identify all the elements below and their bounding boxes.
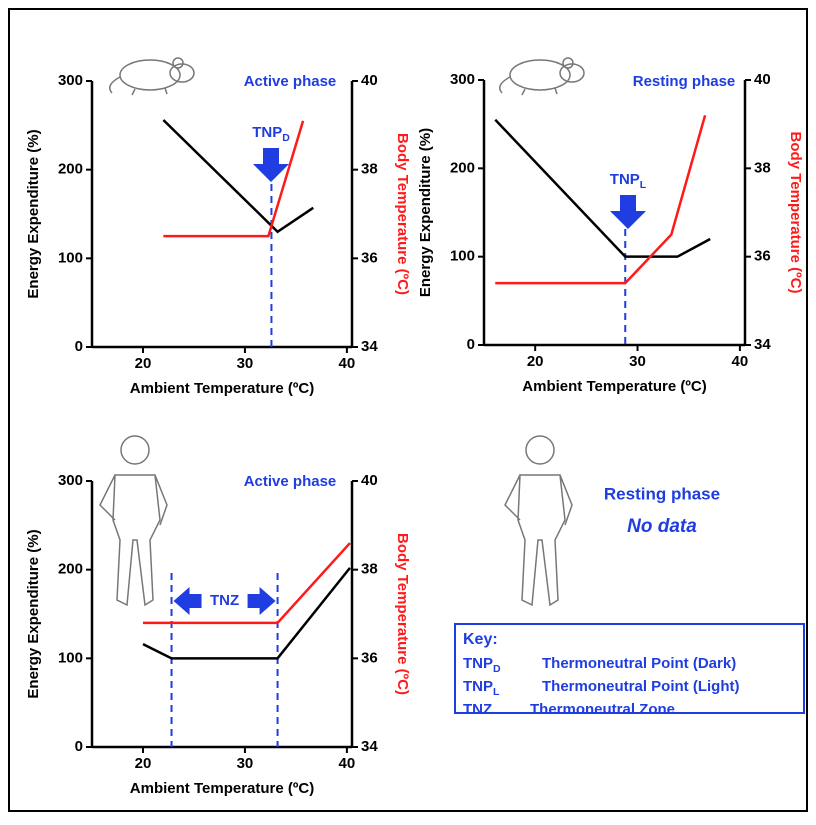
- label-main: TNP: [463, 678, 493, 695]
- y-tick-label: 100: [450, 248, 475, 265]
- y-axis-label: Energy Expenditure (%): [25, 129, 42, 298]
- y2-tick-label: 38: [754, 159, 771, 176]
- y-tick-label: 300: [58, 72, 83, 89]
- y-tick-label: 300: [58, 472, 83, 489]
- x-tick-label: 40: [339, 755, 356, 772]
- y2-tick-label: 40: [754, 71, 771, 88]
- x-tick-label: 30: [237, 755, 254, 772]
- x-axis-label: Ambient Temperature (ºC): [130, 380, 314, 397]
- key-text: Thermoneutral Point (Light): [542, 678, 739, 695]
- y2-tick-label: 34: [754, 336, 771, 353]
- x-tick-label: 20: [135, 355, 152, 372]
- mouse-illustration: [499, 57, 585, 96]
- key-text: Thermoneutral Point (Dark): [542, 655, 736, 672]
- y2-tick-label: 38: [361, 561, 378, 578]
- annotation: TNZ: [210, 592, 239, 609]
- annotation: TNPL: [610, 171, 647, 191]
- body-temperature-line: [495, 114, 707, 285]
- y-tick-label: 0: [75, 338, 83, 355]
- y-tick-label: 200: [58, 561, 83, 578]
- human-illustration: [504, 435, 573, 607]
- x-tick-label: 30: [237, 355, 254, 372]
- frame: [8, 8, 808, 812]
- y2-tick-label: 36: [754, 248, 771, 265]
- y2-axis-label: Body Temperature (ºC): [394, 133, 411, 295]
- energy-line: [162, 119, 314, 234]
- arrow: [610, 195, 646, 229]
- y2-axis-label: Body Temperature (ºC): [394, 533, 411, 695]
- key-abbr: TNPL: [463, 678, 500, 698]
- key-abbr: TNZ: [463, 701, 492, 718]
- phase-label: Active phase: [244, 473, 337, 490]
- phase-label: Active phase: [244, 73, 337, 90]
- label-main: TNP: [610, 171, 640, 188]
- label-subscript: L: [493, 686, 500, 698]
- y2-tick-label: 40: [361, 72, 378, 89]
- energy-line: [142, 567, 351, 660]
- human-illustration: [99, 435, 168, 607]
- y-tick-label: 0: [75, 738, 83, 755]
- annotation: TNPD: [252, 124, 290, 144]
- y-axis-label: Energy Expenditure (%): [25, 529, 42, 698]
- key-title: Key:: [463, 631, 498, 648]
- x-axis-label: Ambient Temperature (ºC): [130, 780, 314, 797]
- y-tick-label: 200: [450, 159, 475, 176]
- y2-tick-label: 36: [361, 249, 378, 266]
- mouse-illustration: [109, 57, 195, 96]
- arrow: [173, 587, 202, 615]
- arrow: [247, 587, 276, 615]
- y2-tick-label: 40: [361, 472, 378, 489]
- key-text: Thermoneutral Zone: [530, 701, 675, 718]
- y-tick-label: 0: [467, 336, 475, 353]
- body-temperature-line: [163, 120, 305, 238]
- y2-tick-label: 34: [361, 338, 378, 355]
- x-tick-label: 40: [339, 355, 356, 372]
- body-temperature-line: [142, 542, 351, 625]
- y-axis-label: Energy Expenditure (%): [417, 128, 434, 297]
- label-subscript: D: [493, 663, 501, 675]
- y2-tick-label: 38: [361, 161, 378, 178]
- y-tick-label: 100: [58, 649, 83, 666]
- key-box: [454, 623, 805, 714]
- arrow: [253, 148, 289, 182]
- phase-label: Resting phase: [633, 73, 736, 90]
- y2-tick-label: 34: [361, 738, 378, 755]
- label-main: TNZ: [463, 701, 492, 718]
- y-tick-label: 200: [58, 161, 83, 178]
- y-tick-label: 300: [450, 71, 475, 88]
- label-main: TNP: [252, 124, 282, 141]
- x-tick-label: 20: [135, 755, 152, 772]
- label-main: TNZ: [210, 592, 239, 609]
- x-tick-label: 30: [629, 353, 646, 370]
- note-phase: Resting phase: [604, 484, 720, 503]
- x-tick-label: 40: [732, 353, 749, 370]
- x-tick-label: 20: [527, 353, 544, 370]
- y2-tick-label: 36: [361, 649, 378, 666]
- label-subscript: D: [282, 132, 290, 144]
- y-tick-label: 100: [58, 249, 83, 266]
- note-text: No data: [627, 516, 697, 537]
- label-subscript: L: [640, 179, 647, 191]
- y2-axis-label: Body Temperature (ºC): [787, 132, 804, 294]
- x-axis-label: Ambient Temperature (ºC): [522, 378, 706, 395]
- key-abbr: TNPD: [463, 655, 501, 675]
- label-main: TNP: [463, 655, 493, 672]
